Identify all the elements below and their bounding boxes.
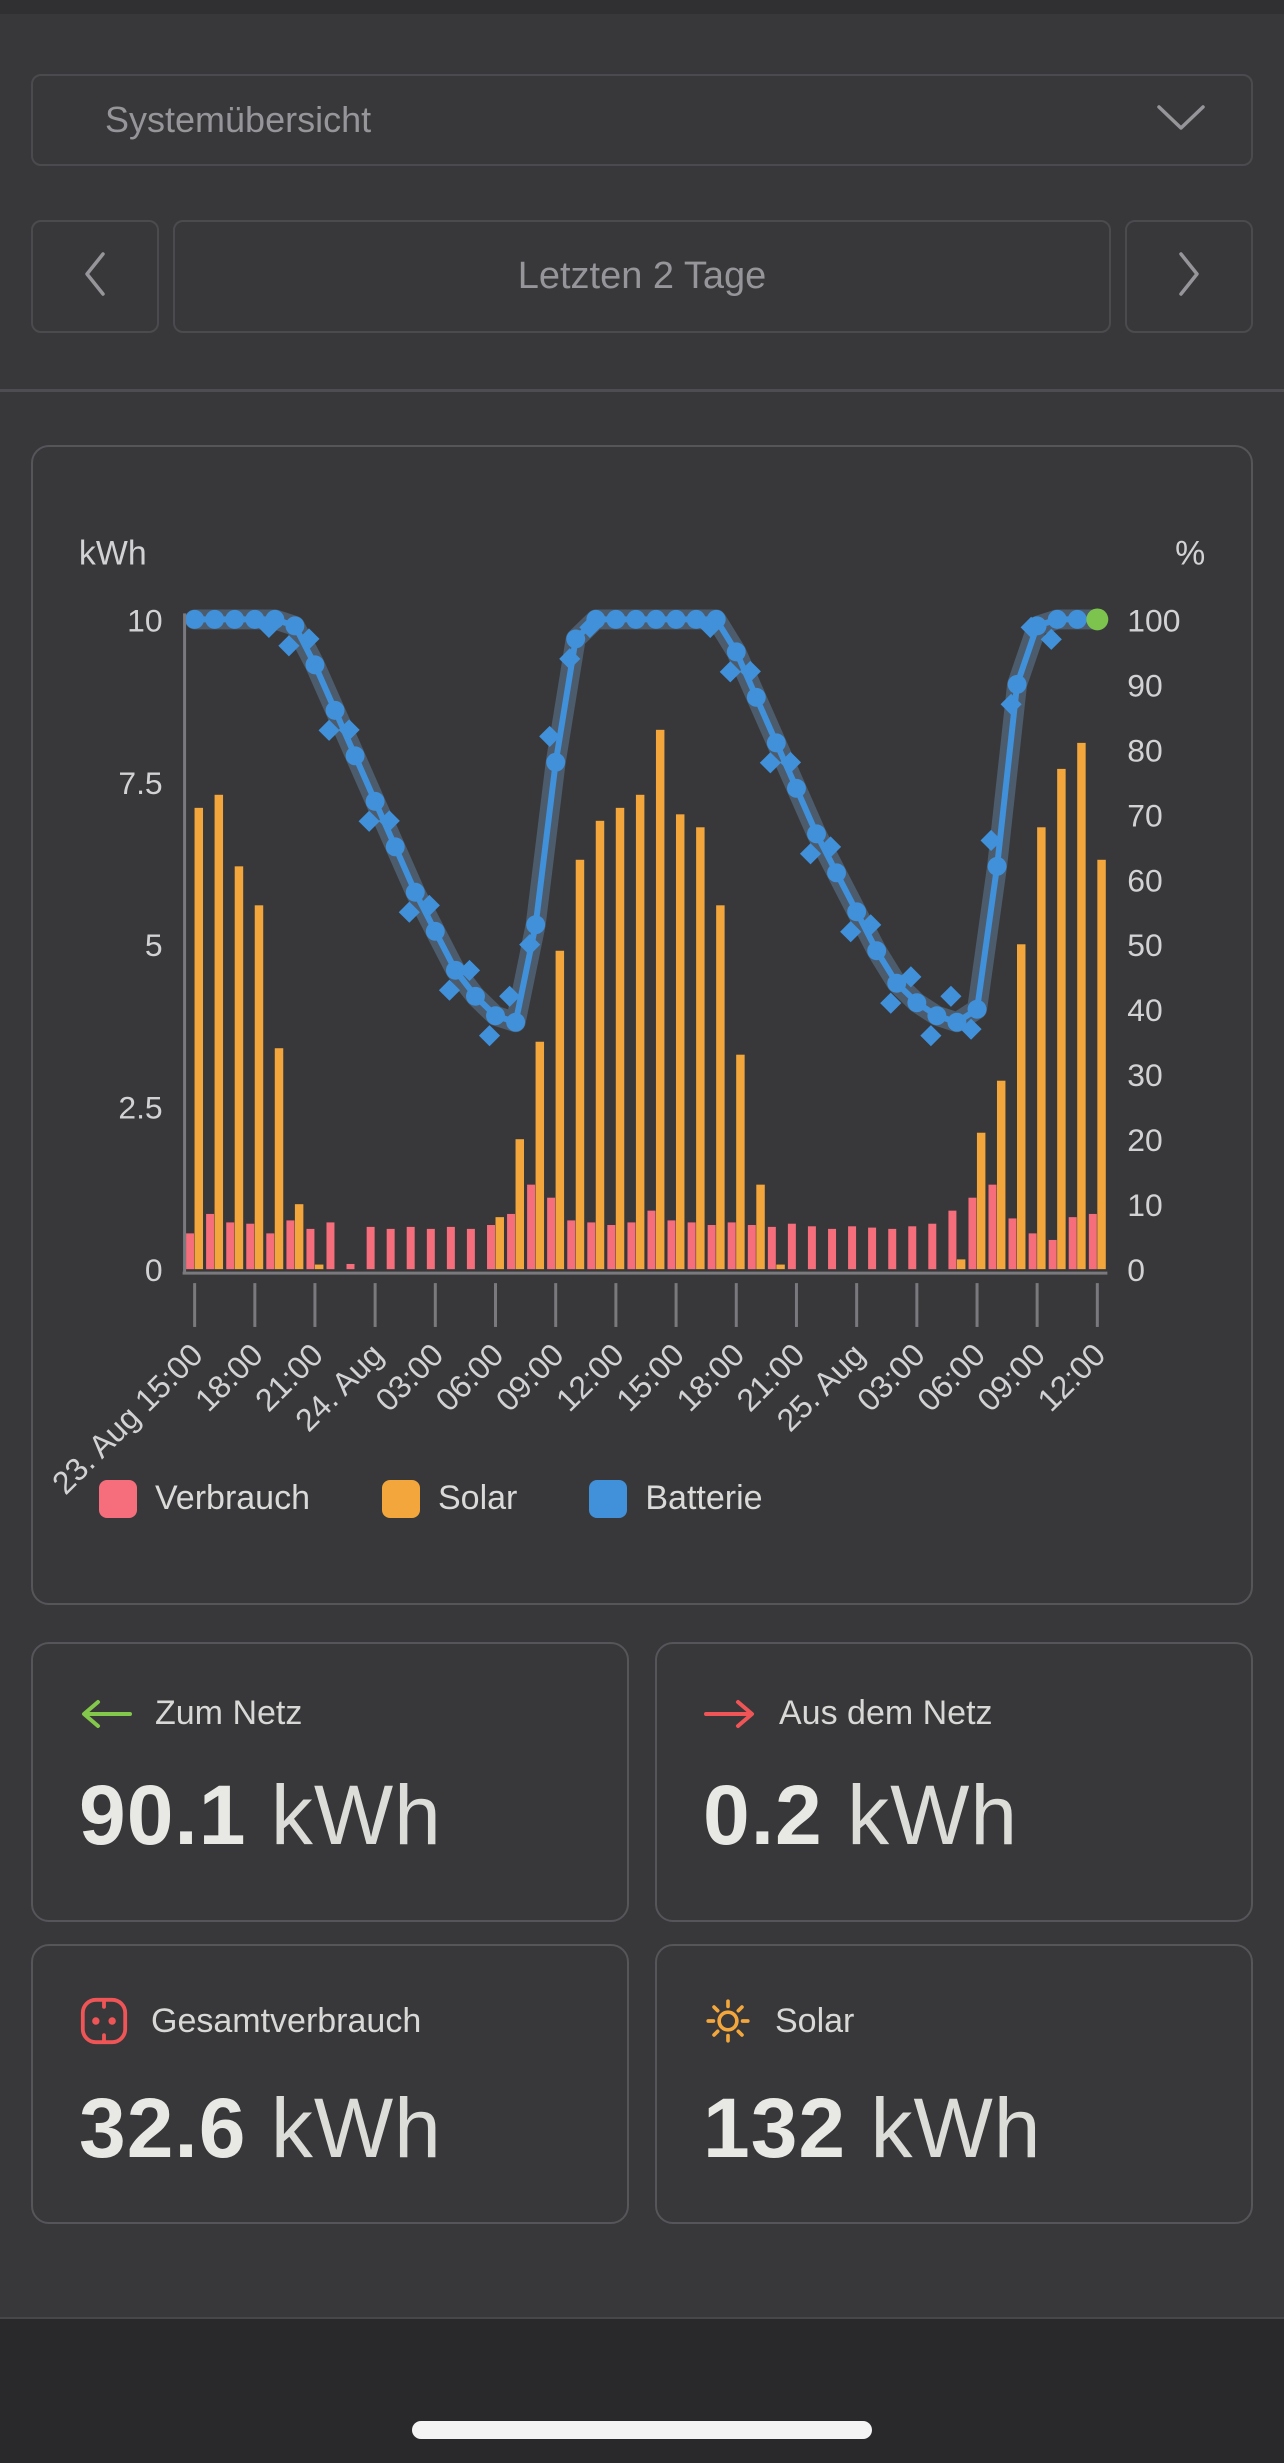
stat-label: Zum Netz	[155, 1694, 303, 1732]
svg-text:20: 20	[1127, 1122, 1162, 1158]
bottom-safe-area	[0, 2319, 1284, 2463]
svg-text:18:00: 18:00	[188, 1336, 270, 1418]
period-label: Letzten 2 Tage	[517, 255, 767, 297]
svg-text:0: 0	[1127, 1252, 1145, 1288]
stat-label: Gesamtverbrauch	[151, 2001, 422, 2040]
svg-text:kWh: kWh	[79, 535, 147, 573]
stats-grid: Zum Netz 90.1 kWh Aus dem Netz 0.2 kWh	[31, 1642, 1253, 2224]
stat-card-solar: Solar 132 kWh	[655, 1944, 1253, 2224]
chevron-right-icon	[1176, 251, 1202, 302]
svg-text:70: 70	[1127, 797, 1162, 833]
system-selector[interactable]: Systemübersicht	[31, 74, 1253, 166]
svg-text:40: 40	[1127, 992, 1162, 1028]
previous-period-button[interactable]	[31, 220, 159, 333]
svg-text:10: 10	[1127, 1187, 1162, 1223]
stat-value: 32.6 kWh	[79, 2081, 442, 2175]
svg-text:18:00: 18:00	[669, 1336, 751, 1418]
svg-text:06:00: 06:00	[910, 1336, 992, 1418]
svg-text:60: 60	[1127, 862, 1162, 898]
svg-text:15:00: 15:00	[609, 1336, 691, 1418]
svg-text:90: 90	[1127, 667, 1162, 703]
svg-text:09:00: 09:00	[489, 1336, 571, 1418]
verbrauch-swatch	[99, 1479, 137, 1518]
period-nav: Letzten 2 Tage	[31, 220, 1253, 333]
next-period-button[interactable]	[1125, 220, 1253, 333]
section-divider	[0, 389, 1284, 392]
solar-swatch	[382, 1479, 420, 1518]
chart-legend: Verbrauch Solar Batterie	[99, 1479, 835, 1518]
stat-label: Solar	[775, 2001, 855, 2040]
period-selector-button[interactable]: Letzten 2 Tage	[173, 220, 1111, 333]
svg-text:23. Aug 15:00: 23. Aug 15:00	[45, 1336, 210, 1501]
stat-value: 132 kWh	[703, 2081, 1042, 2175]
svg-text:10: 10	[127, 602, 162, 638]
chevron-down-icon	[1157, 104, 1205, 136]
svg-text:12:00: 12:00	[549, 1336, 631, 1418]
status-strip	[0, 0, 1284, 14]
legend-item-batterie[interactable]: Batterie	[589, 1479, 763, 1518]
svg-text:0: 0	[145, 1252, 163, 1288]
svg-text:12:00: 12:00	[1030, 1336, 1112, 1418]
stat-value: 0.2 kWh	[703, 1768, 1019, 1862]
bottom-divider	[0, 2317, 1284, 2319]
stat-card-from-grid: Aus dem Netz 0.2 kWh	[655, 1642, 1253, 1922]
arrow-right-icon	[703, 1696, 757, 1732]
svg-text:%: %	[1175, 535, 1205, 573]
svg-text:100: 100	[1127, 602, 1180, 638]
svg-text:80: 80	[1127, 732, 1162, 768]
svg-text:7.5: 7.5	[118, 765, 162, 801]
stat-label: Aus dem Netz	[779, 1694, 993, 1732]
stat-card-to-grid: Zum Netz 90.1 kWh	[31, 1642, 629, 1922]
svg-text:5: 5	[145, 927, 163, 963]
home-indicator[interactable]	[412, 2421, 872, 2439]
svg-text:50: 50	[1127, 927, 1162, 963]
batterie-swatch	[589, 1479, 628, 1518]
chevron-left-icon	[82, 251, 108, 302]
system-selector-label: Systemübersicht	[105, 99, 372, 140]
svg-text:30: 30	[1127, 1057, 1162, 1093]
svg-text:03:00: 03:00	[368, 1336, 450, 1418]
energy-chart-card: 23. Aug 15:00 18:00 21:00 24. Aug 03:00 06:00…	[31, 445, 1253, 1605]
svg-text:2.5: 2.5	[118, 1090, 162, 1126]
sun-icon	[703, 1996, 753, 2046]
power-socket-icon	[79, 1996, 129, 2046]
legend-item-verbrauch[interactable]: Verbrauch	[99, 1479, 310, 1518]
stat-value: 90.1 kWh	[79, 1768, 442, 1862]
svg-text:09:00: 09:00	[970, 1336, 1052, 1418]
stat-card-total-consumption: Gesamtverbrauch 32.6 kWh	[31, 1944, 629, 2224]
svg-text:03:00: 03:00	[850, 1336, 932, 1418]
svg-text:06:00: 06:00	[429, 1336, 511, 1418]
legend-item-solar[interactable]: Solar	[382, 1479, 517, 1518]
arrow-left-icon	[79, 1696, 133, 1732]
